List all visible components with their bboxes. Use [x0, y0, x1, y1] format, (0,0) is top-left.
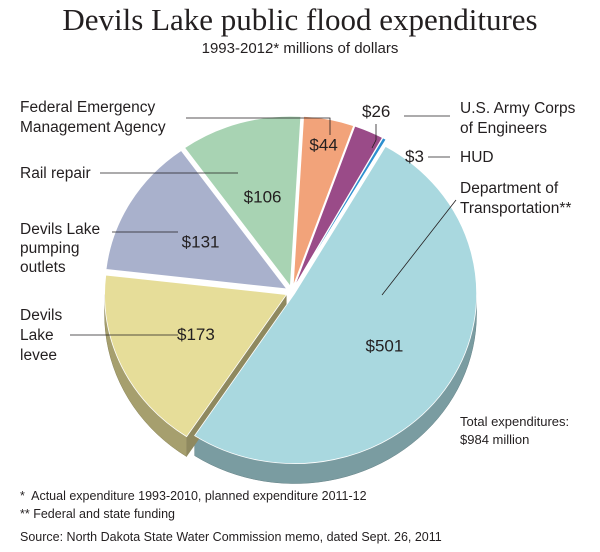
chart-subtitle: 1993-2012* millions of dollars	[201, 40, 399, 57]
label-dot-line-1: Transportation**	[460, 200, 571, 217]
value-label-0: $501	[365, 336, 403, 355]
label-levee-line-1: Lake	[20, 327, 54, 344]
leader-fema	[186, 117, 331, 135]
footnotes: * Actual expenditure 1993-2010, planned …	[20, 489, 442, 544]
value-label-4: $44	[309, 135, 337, 154]
chart-title: Devils Lake public flood expenditures	[62, 2, 538, 37]
value-label-5: $26	[362, 102, 390, 121]
leader-corps-value	[371, 124, 377, 149]
slice-federal-emergency-management-agency	[292, 115, 355, 287]
source-note: Source: North Dakota State Water Commiss…	[20, 530, 442, 544]
slice-u-s-army-corps-of-engineers	[294, 125, 383, 287]
footnote-1: ** Federal and state funding	[20, 507, 175, 521]
value-label-3: $106	[244, 187, 282, 206]
slice-devils-lake-pumping-outlets	[105, 149, 288, 290]
label-fema-line-0: Federal Emergency	[20, 99, 156, 116]
label-hud-line-0: HUD	[460, 149, 494, 166]
total-note: Total expenditures: $984 million	[460, 414, 569, 447]
slice-rail-repair	[184, 115, 302, 288]
label-dot-line-0: Department of	[460, 180, 559, 197]
value-label-2: $131	[182, 232, 220, 251]
label-pumping-line-2: outlets	[20, 259, 66, 276]
pie-slices	[104, 115, 478, 484]
slice-devils-lake-levee	[104, 274, 288, 438]
value-label-1: $173	[177, 325, 215, 344]
total-line-0: Total expenditures:	[460, 414, 569, 429]
leader-dot	[381, 199, 457, 296]
slice-values: $501 $173 $131 $106 $44 $26 $3	[177, 102, 424, 355]
value-label-6: $3	[405, 147, 424, 166]
label-levee-line-0: Devils	[20, 307, 62, 324]
label-fema-line-1: Management Agency	[20, 119, 166, 136]
label-rail-line-0: Rail repair	[20, 165, 91, 182]
slice-department-of-transportation	[194, 145, 478, 464]
total-line-1: $984 million	[460, 432, 529, 447]
slice-labels: Federal Emergency Management Agency Rail r…	[20, 99, 576, 364]
leader-lines	[70, 115, 457, 336]
label-pumping-line-1: pumping	[20, 240, 79, 257]
footnote-0: * Actual expenditure 1993-2010, planned …	[20, 489, 367, 503]
label-pumping-line-0: Devils Lake	[20, 221, 100, 238]
label-corps-line-1: of Engineers	[460, 120, 547, 137]
label-levee-line-2: levee	[20, 347, 57, 364]
label-corps-line-0: U.S. Army Corps	[460, 100, 576, 117]
slice-hud	[294, 137, 387, 287]
